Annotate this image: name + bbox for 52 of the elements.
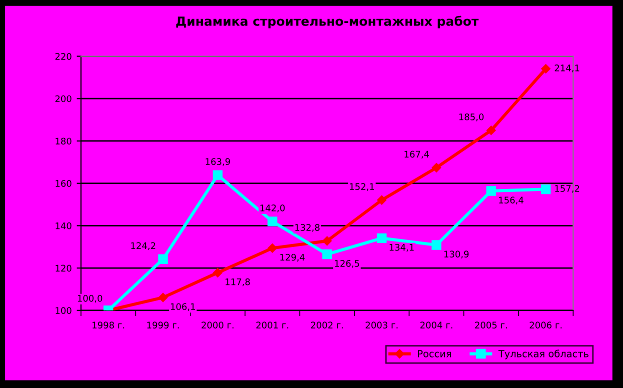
x-tick-label: 2002 г. xyxy=(311,322,343,328)
data-label: 129,4 xyxy=(280,254,305,262)
point xyxy=(213,268,222,278)
y-tick-label: 200 xyxy=(55,95,72,102)
point xyxy=(541,64,550,74)
data-label: 152,1 xyxy=(350,183,374,191)
data-label: 167,4 xyxy=(404,150,429,158)
data-label: 157,2 xyxy=(555,185,580,193)
point xyxy=(376,233,387,244)
point xyxy=(158,292,168,302)
legend-label: Россия xyxy=(418,350,451,358)
point xyxy=(158,254,168,264)
point xyxy=(212,170,223,180)
legend-label: Тульская область xyxy=(498,350,588,360)
x-tick-label: 1998 г. xyxy=(92,322,124,328)
point xyxy=(486,186,496,196)
data-label: 117,8 xyxy=(226,278,250,286)
data-label: 214,1 xyxy=(554,64,580,72)
point xyxy=(322,249,332,260)
y-tick-label: 100 xyxy=(56,307,72,314)
data-label: 124,2 xyxy=(131,242,156,250)
data-label: 163,9 xyxy=(206,158,230,166)
chart-title: Динамика строительно-монтажных работ xyxy=(176,16,479,28)
point xyxy=(432,240,442,250)
point xyxy=(540,184,551,194)
data-label: 156,4 xyxy=(499,196,524,204)
point xyxy=(486,126,496,136)
y-tick-label: 180 xyxy=(56,138,72,145)
point xyxy=(322,236,332,246)
x-tick-label: 2005 г. xyxy=(475,322,507,328)
y-tick-label: 220 xyxy=(55,52,72,60)
x-tick-label: 2001 г. xyxy=(256,322,288,328)
data-label: 126,5 xyxy=(335,260,360,268)
data-label: 134,1 xyxy=(390,244,414,252)
data-label: 130,9 xyxy=(444,250,469,258)
x-tick-label: 2003 г. xyxy=(366,322,398,328)
y-tick-label: 140 xyxy=(56,222,72,230)
data-label: 185,0 xyxy=(459,113,484,122)
data-label: 100,0 xyxy=(78,294,102,303)
x-tick-label: 1999 г. xyxy=(147,322,179,328)
point xyxy=(268,216,278,226)
point xyxy=(377,195,386,205)
point xyxy=(432,163,442,172)
point xyxy=(268,244,278,253)
data-label: 132,8 xyxy=(295,224,320,232)
data-label: 106,1 xyxy=(170,303,195,311)
data-label: 142,0 xyxy=(260,204,285,212)
x-tick-label: 2000 г. xyxy=(202,322,234,328)
x-tick-label: 2006 г. xyxy=(530,322,562,328)
y-tick-label: 120 xyxy=(56,264,72,272)
x-tick-label: 2004 г. xyxy=(420,322,452,328)
y-tick-label: 160 xyxy=(56,180,72,187)
